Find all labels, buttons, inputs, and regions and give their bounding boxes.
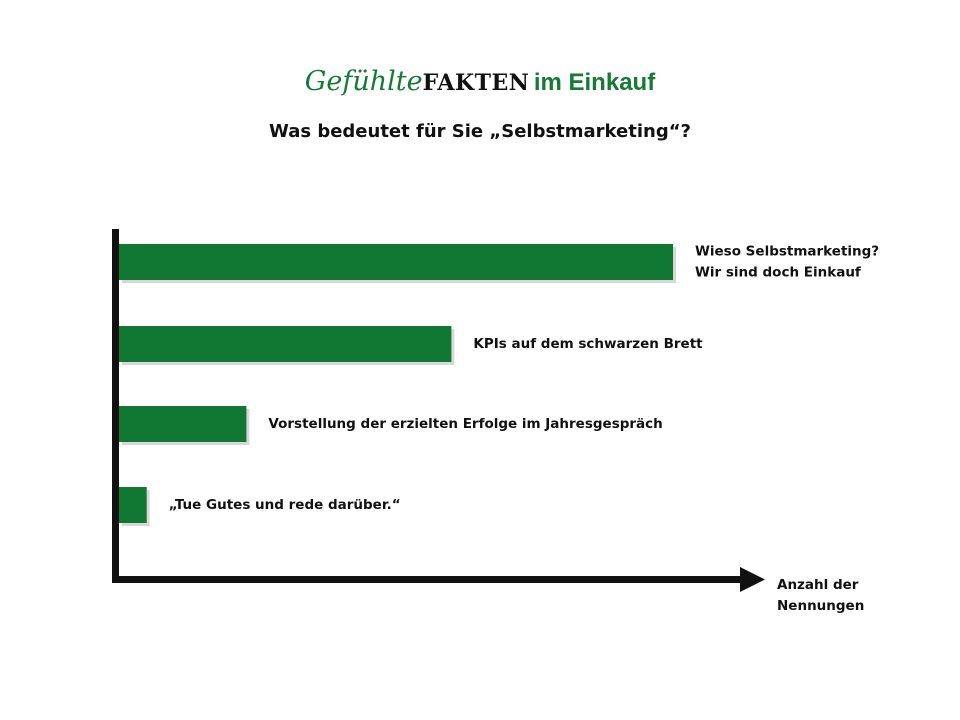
bar [119, 487, 147, 523]
bar-label: KPIs auf dem schwarzen Brett [473, 336, 703, 352]
bar-label: Vorstellung der erzielten Erfolge im Jah… [268, 416, 662, 432]
page-title: GefühlteFAKTEN im Einkauf [0, 66, 960, 97]
bar-label: Wieso Selbstmarketing? [695, 244, 879, 260]
title-bold-part: FAKTEN [422, 70, 530, 96]
chart-subtitle: Was bedeutet für Sie „Selbstmarketing“? [268, 121, 691, 142]
bar-label: Wir sind doch Einkauf [695, 265, 861, 281]
x-axis-label: Anzahl der [777, 577, 859, 593]
title-script-part: Gefühlte [304, 66, 423, 97]
title-plain-part: im Einkauf [533, 69, 656, 96]
bars-layer [119, 244, 676, 526]
bar [119, 244, 673, 280]
bar-label: „Tue Gutes und rede darüber.“ [169, 497, 401, 513]
bar [119, 326, 452, 362]
x-axis-label: Nennungen [777, 598, 864, 614]
labels-layer: Wieso Selbstmarketing? Wir sind doch Eink… [169, 244, 879, 514]
axes-layer: Anzahl der Nennungen [112, 229, 864, 614]
x-axis-arrowhead [740, 567, 765, 592]
bar [119, 406, 247, 442]
